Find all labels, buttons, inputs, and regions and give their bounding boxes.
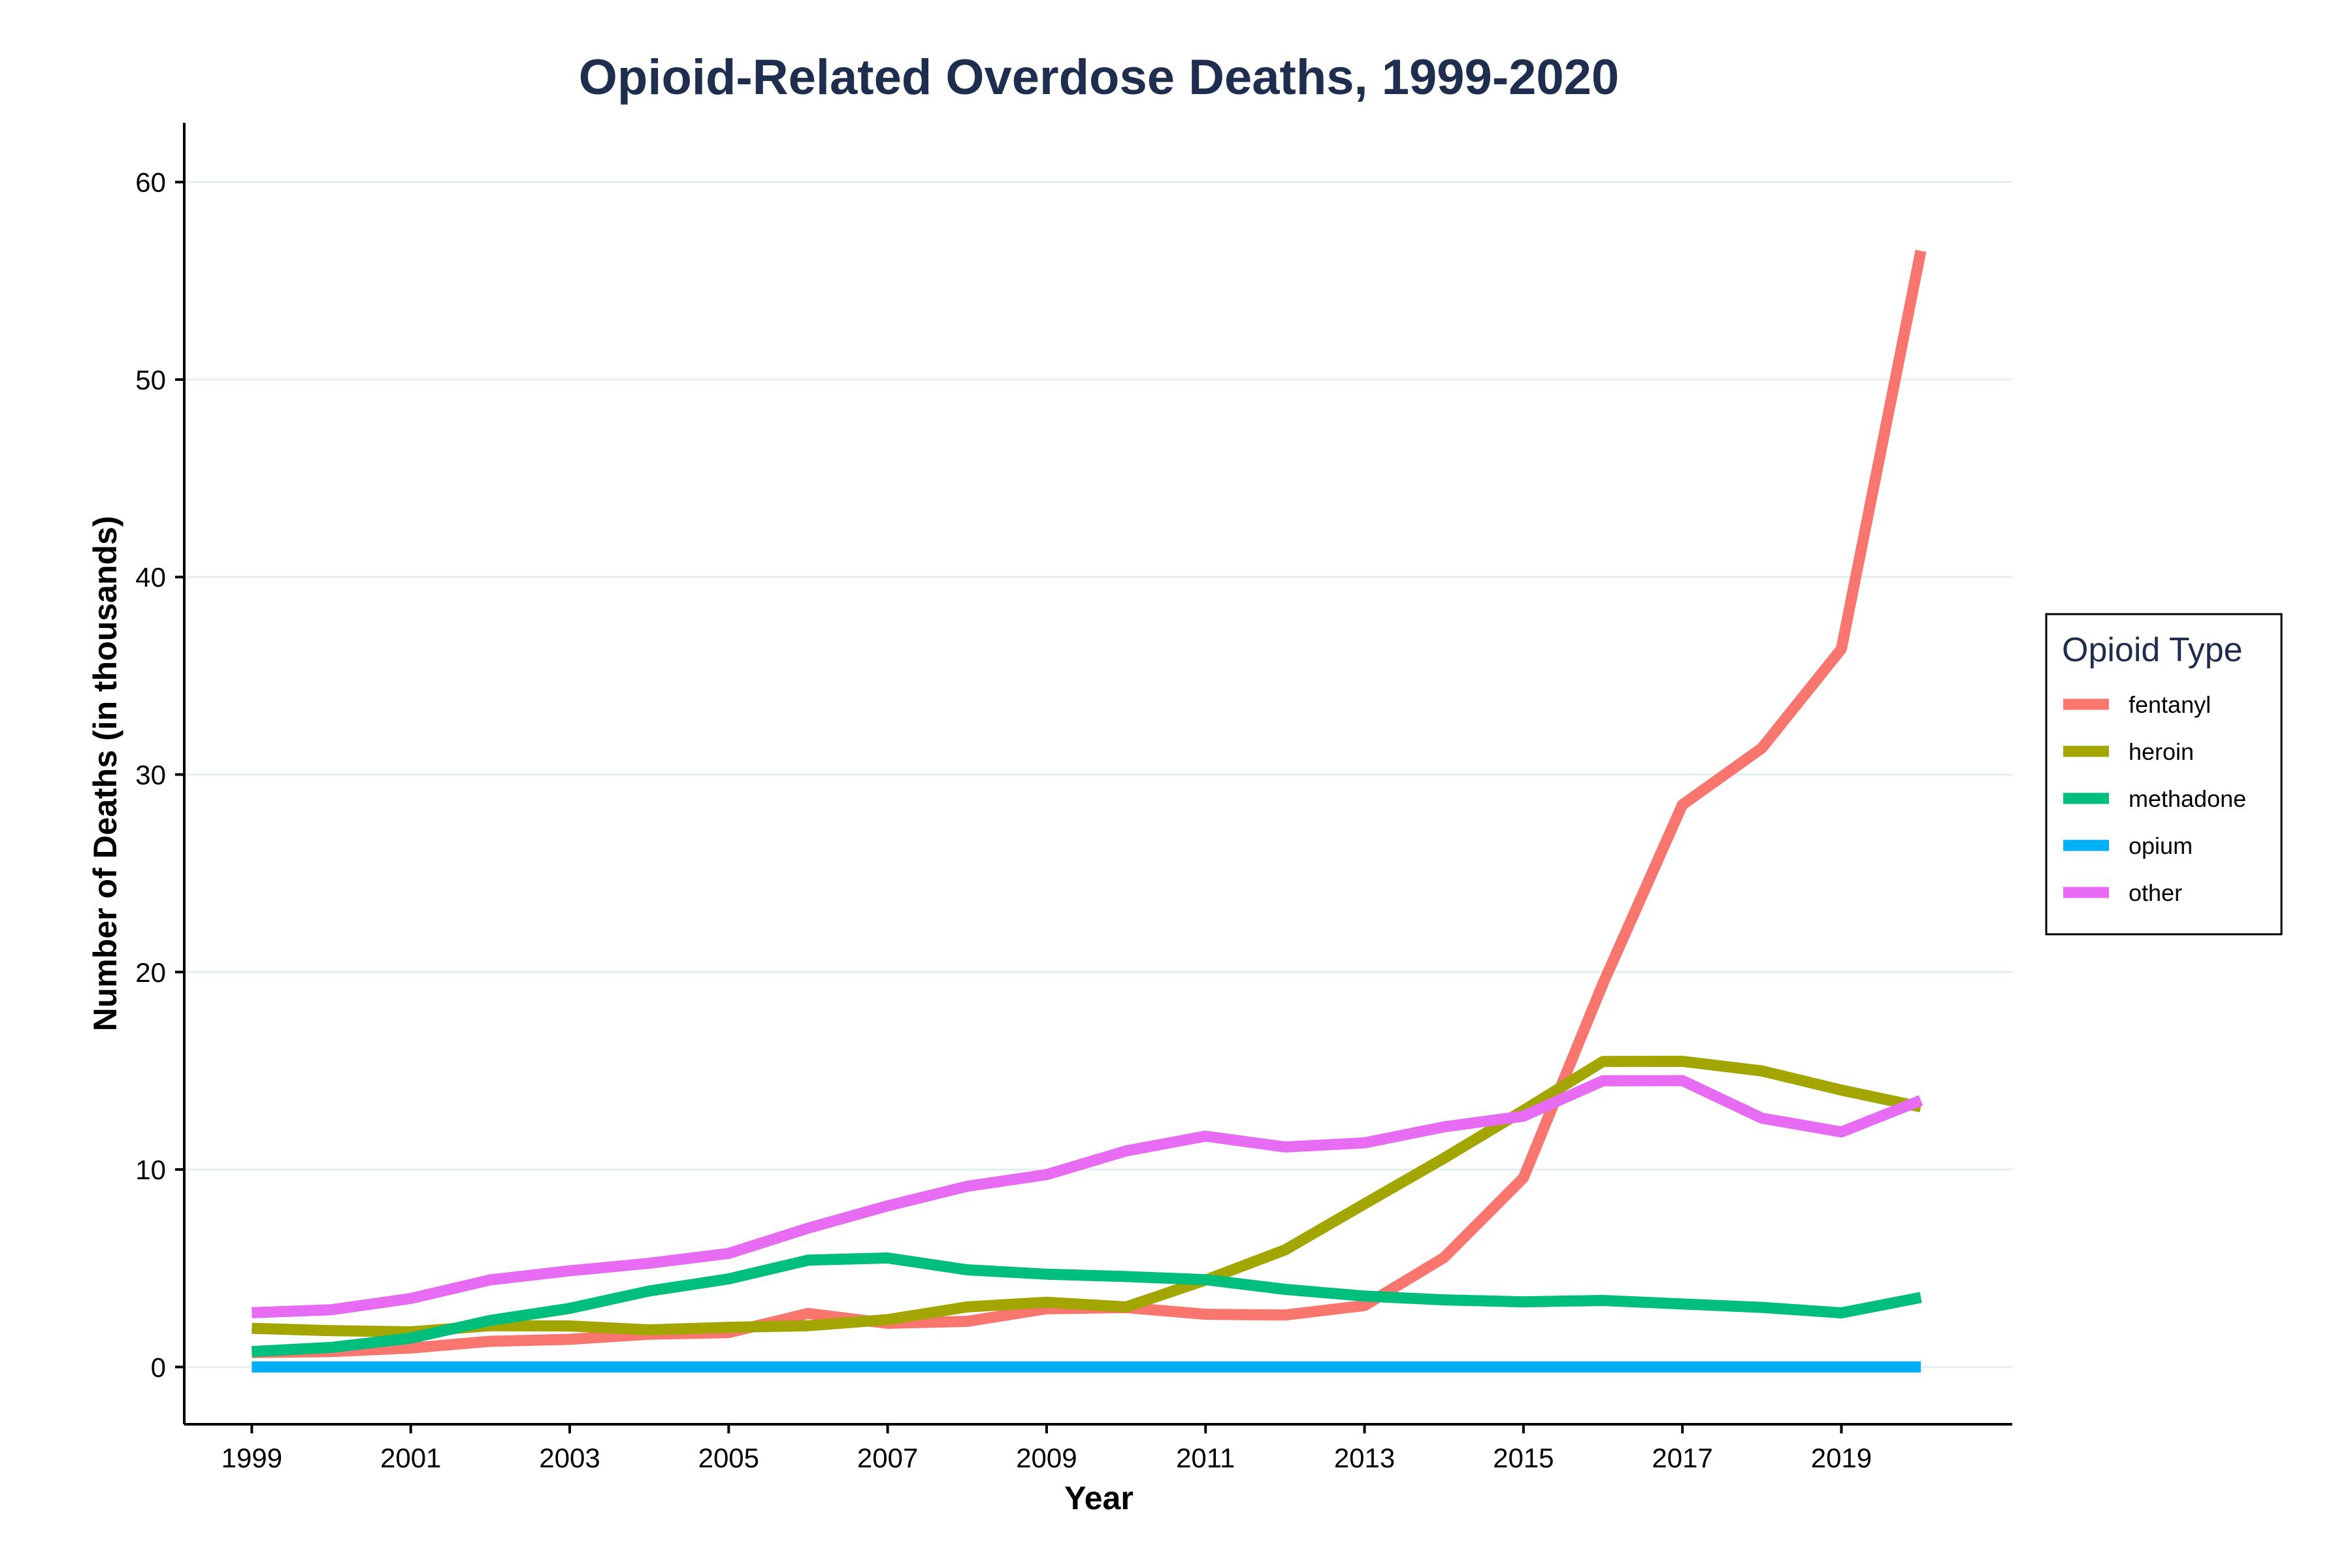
x-tick-label: 1999 bbox=[221, 1443, 282, 1473]
x-tick-label: 2005 bbox=[698, 1443, 759, 1473]
y-tick-label: 0 bbox=[151, 1352, 166, 1382]
x-tick-label: 2019 bbox=[1811, 1443, 1872, 1473]
legend-items: fentanyl heroin methadone opium other bbox=[2063, 691, 2246, 906]
x-tick-label: 2015 bbox=[1493, 1443, 1554, 1473]
x-tick-label: 2009 bbox=[1016, 1443, 1077, 1473]
legend-label: other bbox=[2129, 879, 2182, 906]
series-line-methadone bbox=[251, 1252, 1922, 1358]
x-tick-label: 2011 bbox=[1176, 1443, 1235, 1473]
x-axis-ticks: 1999 2001 2003 2005 2007 2009 2011 2013 2015 2017… bbox=[221, 1424, 1872, 1473]
x-tick-label: 2001 bbox=[380, 1443, 441, 1473]
gridlines bbox=[184, 181, 2012, 1368]
series-line-heroin bbox=[252, 1055, 1922, 1337]
x-axis-title: Year bbox=[1064, 1480, 1134, 1516]
legend-item-other: other bbox=[2063, 879, 2182, 906]
legend-label: methadone bbox=[2129, 785, 2246, 812]
y-tick-label: 20 bbox=[135, 957, 166, 988]
legend-label: heroin bbox=[2129, 738, 2194, 765]
series-lines bbox=[251, 250, 1927, 1373]
legend: Opioid Type fentanyl heroin methadone opium… bbox=[2045, 613, 2283, 936]
x-tick-label: 2003 bbox=[539, 1443, 600, 1473]
legend-label: fentanyl bbox=[2129, 691, 2211, 718]
x-tick-label: 2007 bbox=[857, 1443, 918, 1473]
chart-title: Opioid-Related Overdose Deaths, 1999-202… bbox=[579, 50, 1619, 105]
legend-item-fentanyl: fentanyl bbox=[2063, 691, 2211, 718]
x-tick-label: 2013 bbox=[1334, 1443, 1395, 1473]
legend-item-heroin: heroin bbox=[2063, 738, 2194, 765]
y-tick-label: 10 bbox=[135, 1154, 166, 1185]
series-line-other bbox=[252, 1075, 1923, 1318]
legend-item-methadone: methadone bbox=[2063, 785, 2246, 812]
y-axis-title: Number of Deaths (in thousands) bbox=[87, 516, 123, 1032]
legend-box bbox=[2045, 613, 2283, 936]
y-tick-label: 30 bbox=[135, 760, 166, 791]
x-tick-label: 2017 bbox=[1652, 1443, 1712, 1473]
y-tick-label: 50 bbox=[135, 365, 166, 395]
y-tick-label: 40 bbox=[135, 562, 166, 593]
series-line-fentanyl bbox=[252, 250, 1927, 1358]
legend-item-opium: opium bbox=[2063, 832, 2193, 859]
legend-label: opium bbox=[2129, 832, 2193, 859]
legend-title: Opioid Type bbox=[2062, 631, 2243, 669]
y-axis-ticks: 0 10 20 30 40 50 60 bbox=[135, 167, 184, 1382]
y-tick-label: 60 bbox=[135, 167, 166, 198]
